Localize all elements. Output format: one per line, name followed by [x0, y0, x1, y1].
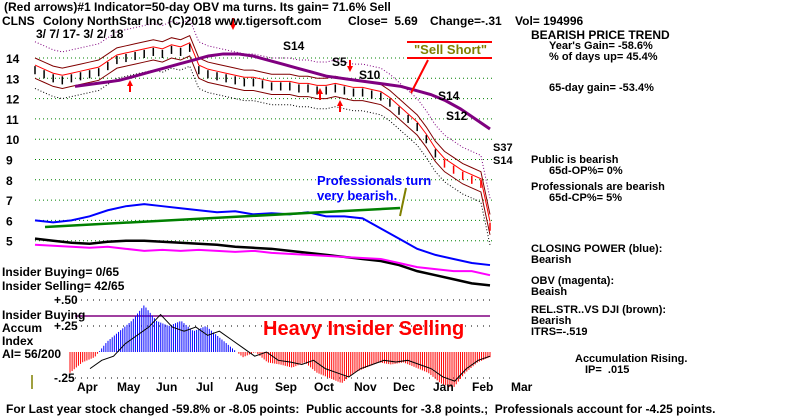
signal-label: S37	[493, 142, 513, 154]
signal-label: S14	[283, 39, 305, 53]
obv-state: Beaish	[531, 286, 568, 298]
change-value: Change=-.31	[430, 14, 502, 28]
cp-value: 65d-CP%= 5%	[549, 192, 623, 204]
ai-title-3: Index	[2, 334, 34, 348]
copyright: (C)2018 www.tigersoft.com	[168, 14, 322, 28]
band-line	[34, 55, 491, 235]
rs-title: REL.STR..VS DJI (brown):	[531, 304, 667, 316]
years-gain: Year's Gain= -58.6%	[549, 40, 653, 52]
price-tick-label: 8	[6, 174, 13, 188]
price-tick-label: 5	[6, 235, 13, 249]
rel-strength-line	[34, 237, 491, 287]
price-tick-label: 7	[6, 194, 13, 208]
cp-title: CLOSING POWER (blue):	[531, 243, 663, 255]
month-label: Oct	[314, 380, 335, 394]
month-label: May	[117, 380, 141, 394]
month-label: Feb	[472, 380, 494, 394]
month-label: Apr	[77, 380, 98, 394]
accum-label: Accumulation Rising.	[575, 353, 688, 365]
signal-label: S14	[493, 155, 513, 167]
month-label: Dec	[393, 380, 416, 394]
month-label: Jun	[156, 380, 178, 394]
band-line	[34, 42, 491, 222]
signal-arrow	[337, 100, 343, 106]
price-tick-label: 10	[6, 133, 20, 147]
month-label: Mar	[511, 380, 533, 394]
public-label: Public is bearish	[531, 154, 619, 166]
signal-label: S14	[438, 89, 460, 103]
ai-title-2: Accum	[2, 321, 43, 335]
itrs-value: ITRS=-.519	[531, 326, 588, 338]
signal-arrow	[230, 24, 236, 30]
company-name: Colony NorthStar Inc	[43, 14, 164, 28]
signal-arrow	[127, 80, 133, 86]
professionals-note-2: very bearish.	[317, 188, 398, 203]
moving-average	[74, 52, 491, 131]
ai-tick-label: +.50	[54, 293, 78, 307]
price-tick-label: 13	[6, 72, 20, 86]
signal-arrow	[317, 88, 323, 94]
ai-moving-average	[89, 313, 491, 382]
ip-value: IP= .015	[585, 364, 630, 376]
sell-short-label: "Sell Short"	[414, 42, 488, 57]
month-label: Aug	[235, 380, 259, 394]
closing-power-line	[34, 203, 491, 267]
obv-title: OBV (magenta):	[531, 275, 615, 287]
price-tick-label: 6	[6, 214, 13, 228]
trend-label: BEARISH PRICE TREND	[531, 28, 670, 42]
indicator-title: (Red arrows)#1 Indicator=50-day OBV ma t…	[4, 0, 391, 14]
ai-tick-label: -.25	[54, 371, 75, 385]
date-range: 3/ 7/ 17- 3/ 2/ 18	[36, 27, 124, 41]
month-label: Jan	[433, 380, 454, 394]
signal-label: S10	[359, 68, 381, 82]
cp-state: Bearish	[531, 254, 572, 266]
price-tick-label: 14	[6, 52, 20, 66]
signal-label: S5	[332, 55, 347, 69]
days-up: % of days up= 45.4%	[549, 51, 658, 63]
professionals-note: Professionals turn	[317, 173, 432, 188]
month-label: Nov	[354, 380, 377, 394]
signal-arrow	[347, 66, 353, 72]
cp-trendline	[44, 206, 401, 229]
gain-65: 65-day gain= -53.4%	[549, 82, 654, 94]
signal-label: S12	[446, 109, 468, 123]
footer-summary: For Last year stock changed -59.8% or -8…	[6, 402, 716, 416]
month-label: Sep	[275, 380, 298, 394]
volume-value: Vol= 194996	[515, 14, 584, 28]
band-line	[34, 35, 491, 215]
heavy-insider-selling: Heavy Insider Selling	[263, 318, 465, 340]
insider-buying: Insider Buying= 0/65	[2, 265, 120, 279]
rs-state: Bearish	[531, 315, 572, 327]
obv-line	[34, 243, 491, 277]
price-tick-label: 11	[6, 113, 19, 127]
upper-band	[34, 18, 491, 199]
pros-label: Professionals are bearish	[531, 181, 665, 193]
sell-short-arrow	[410, 59, 429, 94]
ai-value: AI= 56/200	[2, 347, 62, 361]
professionals-pointer	[399, 187, 407, 217]
ai-title-1: Insider Buying	[2, 308, 86, 322]
insider-selling: Insider Selling= 42/65	[2, 279, 125, 293]
op-value: 65d-OP%= 0%	[549, 165, 623, 177]
close-value: Close= 5.69	[348, 14, 418, 28]
month-label: Jul	[196, 380, 214, 394]
symbol: CLNS	[2, 14, 35, 28]
price-tick-label: 9	[6, 154, 13, 168]
price-tick-label: 12	[6, 93, 20, 107]
ai-tick-label: +.25	[54, 319, 78, 333]
